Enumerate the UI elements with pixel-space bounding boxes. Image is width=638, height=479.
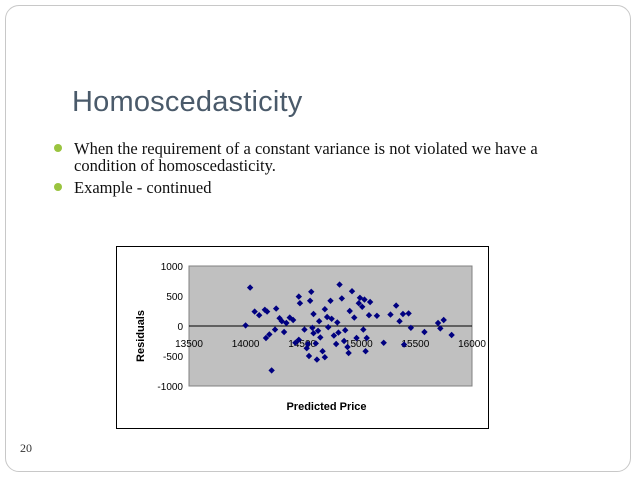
data-point <box>312 340 319 347</box>
data-point <box>266 331 273 338</box>
data-point <box>295 336 303 343</box>
data-point <box>434 319 442 327</box>
data-point <box>301 326 308 333</box>
data-point <box>362 348 369 355</box>
x-axis-label: Predicted Price <box>286 401 366 413</box>
bullet-list: When the requirement of a constant varia… <box>52 140 582 201</box>
data-point <box>344 343 351 351</box>
data-point <box>421 328 428 336</box>
y-tick-label: -500 <box>163 352 183 363</box>
data-point <box>387 311 394 318</box>
y-tick-label: 1000 <box>161 262 184 273</box>
data-point <box>363 334 370 342</box>
data-point <box>313 356 321 363</box>
x-tick-label: 14000 <box>232 339 260 350</box>
data-point <box>283 319 290 327</box>
bullet-text: Example - continued <box>74 178 212 197</box>
data-point <box>360 326 367 333</box>
residual-scatter-chart: 1000 500 0 -500 -1000 13500 14000 14500 15000 15… <box>135 262 486 413</box>
data-point <box>334 319 341 326</box>
data-point <box>380 339 387 346</box>
x-axis-ticks: 13500 14000 14500 15000 15500 16000 <box>175 339 486 350</box>
data-point <box>365 312 373 319</box>
data-point <box>319 348 326 355</box>
data-point <box>340 337 348 345</box>
data-point <box>399 310 407 318</box>
x-tick-label: 14500 <box>288 339 316 350</box>
data-point <box>262 334 270 342</box>
data-point <box>314 327 322 334</box>
data-point <box>348 288 356 295</box>
x-tick-label: 15000 <box>345 339 373 350</box>
data-point <box>396 318 403 325</box>
slide-title: Homoscedasticity <box>72 86 303 118</box>
data-point <box>323 313 331 321</box>
data-point <box>407 324 415 331</box>
data-point <box>448 331 455 339</box>
bullet-text: When the requirement of a constant varia… <box>74 139 538 175</box>
data-point <box>355 300 362 307</box>
data-point <box>328 315 335 322</box>
data-point <box>325 324 332 331</box>
data-point <box>327 297 334 304</box>
data-point <box>268 367 275 374</box>
data-point <box>342 327 349 334</box>
bullet-dot-icon <box>54 183 62 191</box>
data-point <box>338 295 346 302</box>
y-tick-label: 0 <box>177 322 183 333</box>
page-number: 20 <box>20 441 32 455</box>
data-point <box>310 330 317 337</box>
data-point <box>296 300 304 307</box>
bullet-item: Example - continued <box>52 179 582 196</box>
data-point <box>317 334 324 341</box>
y-axis-label: Residuals <box>135 310 147 362</box>
data-point <box>405 310 412 317</box>
data-point <box>400 341 408 348</box>
y-tick-label: -1000 <box>157 382 183 393</box>
data-point <box>272 305 280 312</box>
data-point <box>358 303 366 310</box>
bullet-dot-icon <box>54 144 62 152</box>
data-point <box>271 326 279 333</box>
data-point <box>353 334 360 342</box>
data-point <box>308 288 315 295</box>
data-point <box>440 316 447 324</box>
data-point <box>304 340 312 348</box>
data-point <box>251 308 258 315</box>
data-point <box>246 284 254 291</box>
data-point <box>305 352 313 360</box>
data-point <box>295 293 303 300</box>
data-point <box>335 329 342 336</box>
data-point <box>280 328 288 336</box>
data-point <box>356 294 364 301</box>
x-tick-label: 13500 <box>175 339 203 350</box>
data-point <box>437 325 444 332</box>
data-point <box>309 324 316 331</box>
data-point <box>361 296 368 303</box>
data-point <box>330 332 338 339</box>
chart-container: 1000 500 0 -500 -1000 13500 14000 14500 15000 15… <box>116 246 489 429</box>
data-point <box>345 349 352 357</box>
data-point <box>315 318 323 325</box>
data-point <box>373 312 381 319</box>
data-point <box>289 316 297 324</box>
x-tick-label: 15500 <box>401 339 429 350</box>
data-point <box>242 322 249 329</box>
data-point <box>306 297 314 304</box>
y-tick-label: 500 <box>166 292 183 303</box>
data-point <box>366 298 374 306</box>
data-point <box>392 302 400 309</box>
data-point <box>276 315 283 322</box>
x-tick-label: 16000 <box>458 339 486 350</box>
y-axis-ticks: 1000 500 0 -500 -1000 <box>157 262 183 393</box>
data-point <box>321 354 329 361</box>
data-point <box>310 310 317 318</box>
data-point <box>346 307 353 315</box>
data-point <box>261 306 269 313</box>
bullet-item: When the requirement of a constant varia… <box>52 140 582 174</box>
